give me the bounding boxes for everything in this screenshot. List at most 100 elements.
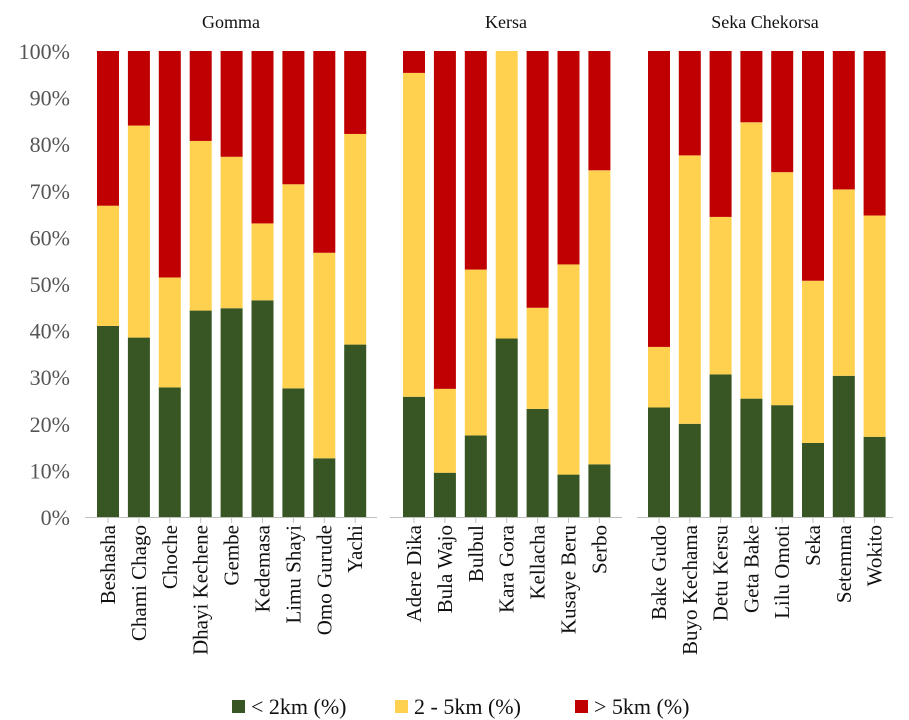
- y-axis: 0% 10% 20% 30% 40% 50% 60% 70% 80% 90% 100%: [19, 39, 70, 530]
- legend-label: > 5km (%): [594, 694, 690, 719]
- x-category-label: Detu Kersu: [709, 525, 733, 622]
- bar-segment: [127, 125, 150, 338]
- x-category-label: Limu Shayi: [281, 525, 305, 624]
- bar-segment: [189, 51, 212, 141]
- bar-segment: [251, 223, 274, 301]
- bar-segment: [495, 51, 518, 339]
- bar-segment: [832, 51, 855, 190]
- bar-segment: [403, 396, 425, 517]
- bar-segment: [832, 375, 855, 517]
- bar-segment: [433, 472, 456, 517]
- x-category-label: Adere Dika: [402, 524, 426, 622]
- x-category-label: Kusaye Beru: [557, 525, 581, 635]
- bar-segment: [344, 51, 367, 134]
- bar-segment: [863, 436, 886, 517]
- y-tick-label: 10%: [30, 458, 70, 483]
- y-tick-label: 20%: [30, 412, 70, 437]
- bar-segment: [158, 387, 181, 517]
- bar-segment: [802, 280, 824, 443]
- bar-segment: [557, 264, 580, 475]
- bar-segment: [709, 51, 732, 217]
- bar-segment: [648, 346, 670, 408]
- bar-segment: [127, 337, 150, 517]
- bar-segment: [557, 474, 580, 517]
- bar-segment: [313, 252, 336, 459]
- bar-segment: [678, 423, 701, 517]
- bar-segment: [158, 51, 181, 278]
- bar-segment: [403, 51, 425, 73]
- group-label: Gomma: [202, 12, 260, 32]
- bar-segment: [433, 51, 456, 389]
- x-category-label: Kedemasa: [251, 524, 275, 612]
- bar-segment: [832, 189, 855, 376]
- bar-segment: [220, 308, 243, 517]
- x-category-label: Geta Bake: [739, 525, 763, 613]
- y-tick-label: 90%: [30, 86, 70, 111]
- x-category-label: Setemma: [832, 524, 856, 603]
- bar-segment: [740, 398, 763, 517]
- bar-segment: [526, 307, 549, 409]
- bar-segment: [97, 325, 119, 517]
- legend-label: < 2km (%): [251, 694, 347, 719]
- bar-segment: [678, 51, 701, 156]
- bar-segment: [802, 442, 824, 517]
- bar-segment: [464, 269, 487, 436]
- x-category-label: Omo Gurude: [312, 525, 336, 635]
- bar-segment: [313, 458, 336, 517]
- bar-segment: [526, 408, 549, 517]
- bar-segment: [588, 51, 611, 171]
- bar-segment: [282, 184, 305, 389]
- group-label: Seka Chekorsa: [711, 12, 818, 32]
- bar-segment: [97, 205, 119, 326]
- bars: [97, 51, 886, 517]
- bar-segment: [251, 51, 274, 224]
- bar-segment: [802, 51, 824, 281]
- bar-segment: [220, 51, 243, 157]
- bar-segment: [97, 51, 119, 206]
- x-category-label: Wokito: [863, 525, 887, 586]
- x-category-label: Seka: [801, 524, 825, 566]
- bar-segment: [740, 51, 763, 123]
- x-axis: Beshasha Chami Chago Choche Dhayi Kechene Ge…: [85, 517, 893, 655]
- bar-segment: [526, 51, 549, 308]
- y-tick-label: 30%: [30, 365, 70, 390]
- x-category-label: Buyo Kechama: [678, 524, 702, 655]
- y-tick-label: 70%: [30, 179, 70, 204]
- y-tick-label: 60%: [30, 225, 70, 250]
- bar-segment: [588, 170, 611, 465]
- bar-segment: [251, 300, 274, 517]
- x-category-label: Chami Chago: [127, 525, 151, 641]
- bar-segment: [678, 155, 701, 424]
- y-tick-label: 0%: [41, 505, 70, 530]
- bar-segment: [127, 51, 150, 126]
- bar-segment: [771, 172, 794, 406]
- bar-segment: [220, 156, 243, 309]
- x-category-label: Yachi: [343, 525, 367, 573]
- x-category-label: Kellacha: [526, 524, 550, 599]
- bar-segment: [282, 51, 305, 185]
- legend-swatch: [395, 700, 408, 713]
- bar-segment: [158, 277, 181, 388]
- x-category-label: Kara Gora: [495, 524, 519, 613]
- x-category-label: Lilu Omoti: [770, 525, 794, 619]
- y-tick-label: 40%: [30, 319, 70, 344]
- bar-segment: [648, 51, 670, 347]
- bar-segment: [433, 388, 456, 473]
- y-tick-label: 100%: [19, 39, 70, 64]
- bar-segment: [771, 405, 794, 517]
- bar-segment: [464, 51, 487, 270]
- bar-segment: [648, 407, 670, 517]
- bar-segment: [313, 51, 336, 253]
- bar-segment: [344, 133, 367, 345]
- bar-segment: [189, 140, 212, 311]
- x-category-label: Dhayi Kechene: [189, 525, 213, 655]
- bar-segment: [588, 464, 611, 517]
- legend-swatch: [232, 700, 245, 713]
- x-category-label: Choche: [158, 525, 182, 589]
- bar-segment: [557, 51, 580, 265]
- x-category-label: Bulbul: [464, 525, 488, 582]
- bar-segment: [740, 122, 763, 399]
- group-label: Kersa: [485, 12, 527, 32]
- y-tick-label: 80%: [30, 132, 70, 157]
